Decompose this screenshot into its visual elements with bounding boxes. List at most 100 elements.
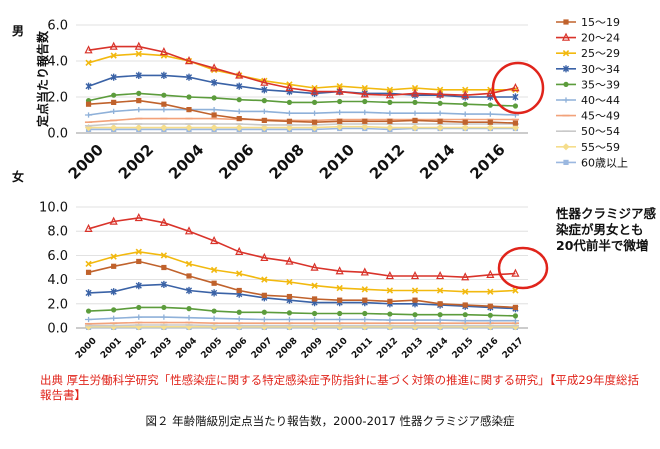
series-25-29 xyxy=(85,248,519,295)
highlight-circle xyxy=(491,61,545,115)
data-point xyxy=(486,124,494,132)
data-point xyxy=(111,263,117,269)
data-point xyxy=(563,81,569,87)
data-point xyxy=(285,124,294,132)
data-point xyxy=(360,89,369,98)
legend-label: 45～49 xyxy=(581,110,620,123)
data-point xyxy=(461,272,470,281)
source-note: 出典 厚生労働科学研究「性感染症に関する特定感染症予防指針に基づく対策の推進に関… xyxy=(40,373,640,402)
series-line xyxy=(88,99,516,124)
legend-label: 50～54 xyxy=(581,125,620,138)
x-tick-label: 2004 xyxy=(165,141,207,183)
data-point xyxy=(285,83,294,92)
data-point xyxy=(286,293,293,300)
data-point xyxy=(386,110,394,116)
data-point xyxy=(261,309,267,315)
data-point xyxy=(286,99,293,105)
data-point xyxy=(185,124,193,132)
data-point xyxy=(160,71,167,79)
data-point xyxy=(261,276,268,283)
data-point xyxy=(111,307,117,313)
data-point xyxy=(336,109,344,115)
data-point xyxy=(487,93,494,101)
data-point xyxy=(210,266,218,274)
data-point xyxy=(362,297,368,303)
data-point xyxy=(436,271,445,280)
data-point xyxy=(110,253,117,260)
data-point xyxy=(335,266,344,275)
x-tick-label: 2016 xyxy=(476,336,501,361)
y-tick-label: 6.0 xyxy=(47,19,68,34)
series-line xyxy=(88,45,516,97)
data-point xyxy=(85,101,92,107)
data-point xyxy=(235,70,244,79)
series-line xyxy=(88,316,516,322)
data-point xyxy=(159,47,168,56)
data-point xyxy=(562,50,570,57)
data-point xyxy=(410,88,420,97)
legend-item: 60歳以上 xyxy=(556,156,628,169)
series-line xyxy=(88,74,516,98)
data-point xyxy=(85,260,92,268)
legend-item: 35～39 xyxy=(556,78,620,91)
data-point xyxy=(436,124,444,132)
data-point xyxy=(386,86,394,93)
series-line xyxy=(88,127,516,131)
series-line xyxy=(88,117,516,123)
data-point xyxy=(135,314,143,320)
data-point xyxy=(487,288,494,295)
data-point xyxy=(512,313,519,319)
data-point xyxy=(336,316,344,323)
data-point xyxy=(161,304,167,311)
x-tick-label: 2009 xyxy=(300,336,325,361)
x-tick-label: 2005 xyxy=(200,336,225,361)
data-point xyxy=(562,143,570,151)
data-point xyxy=(159,217,168,226)
legend-item: 45～49 xyxy=(556,110,620,123)
data-point xyxy=(85,289,92,297)
data-point xyxy=(512,287,519,294)
x-tick-label: 2012 xyxy=(375,336,400,361)
x-tick-label: 2017 xyxy=(501,336,526,361)
x-tick-label: 2006 xyxy=(225,336,250,361)
data-point xyxy=(562,97,570,103)
series-20-24 xyxy=(84,41,520,99)
data-point xyxy=(386,317,394,323)
highlight-circle xyxy=(497,246,549,290)
data-point xyxy=(486,88,495,97)
data-point xyxy=(337,297,343,303)
legend-item: 15～19 xyxy=(556,16,620,29)
data-point xyxy=(387,298,393,304)
series-40-44 xyxy=(84,314,520,324)
data-point xyxy=(109,41,118,50)
data-point xyxy=(160,124,168,132)
series-line xyxy=(88,324,516,327)
series-55-59 xyxy=(84,123,520,132)
data-point xyxy=(160,280,167,289)
data-point xyxy=(135,124,143,132)
legend-label: 60歳以上 xyxy=(581,156,628,169)
data-point xyxy=(512,103,519,109)
series-line xyxy=(88,108,516,116)
x-tick-label: 2003 xyxy=(149,336,174,361)
x-tick-label: 2002 xyxy=(124,336,149,361)
data-point xyxy=(111,99,117,105)
data-point xyxy=(134,41,143,50)
data-point xyxy=(512,93,519,101)
data-point xyxy=(461,318,469,324)
x-tick-label: 2010 xyxy=(316,141,358,183)
data-point xyxy=(412,312,418,318)
data-point xyxy=(436,89,445,98)
data-point xyxy=(361,84,368,92)
series-20-24 xyxy=(84,212,520,281)
data-point xyxy=(362,310,368,317)
series-line xyxy=(88,321,516,325)
data-point xyxy=(110,73,117,81)
data-point xyxy=(211,289,218,297)
data-point xyxy=(160,107,168,113)
data-point xyxy=(235,124,243,132)
series-50-54 xyxy=(84,324,520,327)
data-point xyxy=(362,118,368,124)
x-tick-label: 2008 xyxy=(266,141,308,183)
